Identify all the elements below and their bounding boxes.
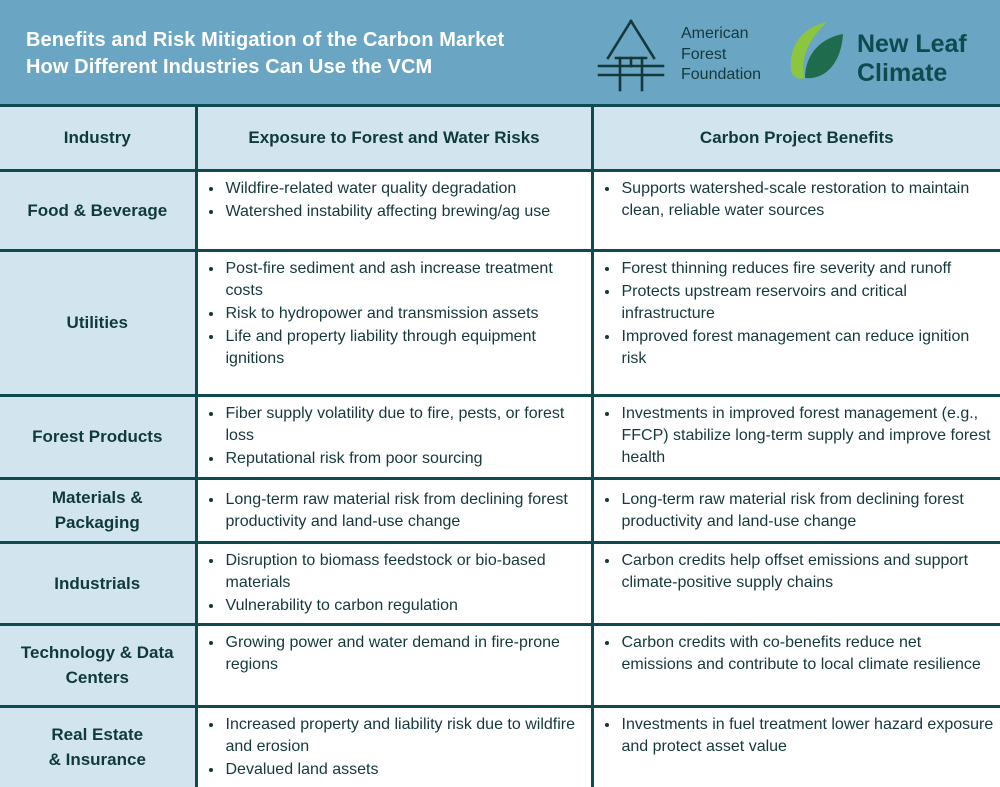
aff-name-line: American — [681, 24, 761, 45]
industry-cell: Forest Products — [0, 395, 196, 478]
industry-label: Technology & Data — [0, 640, 195, 665]
risk-list: Disruption to biomass feedstock or bio-b… — [198, 544, 591, 623]
benefits-cell: Carbon credits help offset emissions and… — [592, 542, 1000, 624]
risk-item: Disruption to biomass feedstock or bio-b… — [224, 549, 585, 594]
risk-list: Post-fire sediment and ash increase trea… — [198, 252, 591, 376]
industry-table: Industry Exposure to Forest and Water Ri… — [0, 107, 1000, 787]
industry-cell: Utilities — [0, 250, 196, 395]
industry-cell: Materials & Packaging — [0, 478, 196, 542]
title-line-1: Benefits and Risk Mitigation of the Carb… — [26, 27, 504, 54]
benefits-cell: Supports watershed-scale restoration to … — [592, 170, 1000, 250]
column-header-risks: Exposure to Forest and Water Risks — [196, 107, 592, 170]
table-row: Technology & Data Centers Growing power … — [0, 624, 1000, 706]
benefit-list: Long-term raw material risk from declini… — [594, 488, 1000, 533]
table-row: Food & Beverage Wildfire-related water q… — [0, 170, 1000, 250]
industry-cell: Real Estate & Insurance — [0, 706, 196, 787]
aff-name-line: Forest — [681, 45, 761, 66]
leaf-name-line: New Leaf — [857, 30, 967, 59]
benefits-cell: Forest thinning reduces fire severity an… — [592, 250, 1000, 395]
aff-tree-icon — [596, 18, 666, 92]
industry-label: Packaging — [0, 510, 195, 535]
benefit-item: Long-term raw material risk from declini… — [620, 488, 995, 533]
industry-label: Real Estate — [0, 722, 195, 747]
risks-cell: Disruption to biomass feedstock or bio-b… — [196, 542, 592, 624]
risk-item: Devalued land assets — [224, 758, 585, 781]
risk-item: Vulnerability to carbon regulation — [224, 594, 585, 617]
risk-list: Fiber supply volatility due to fire, pes… — [198, 397, 591, 476]
industry-label: Forest Products — [0, 424, 195, 449]
risk-item: Long-term raw material risk from declini… — [224, 488, 585, 533]
benefits-cell: Carbon credits with co-benefits reduce n… — [592, 624, 1000, 706]
benefits-cell: Long-term raw material risk from declini… — [592, 478, 1000, 542]
risks-cell: Fiber supply volatility due to fire, pes… — [196, 395, 592, 478]
benefit-list: Carbon credits with co-benefits reduce n… — [594, 626, 1000, 682]
benefit-item: Investments in fuel treatment lower haza… — [620, 713, 995, 758]
industry-label: Centers — [0, 665, 195, 690]
industry-cell: Food & Beverage — [0, 170, 196, 250]
risk-list: Growing power and water demand in fire-p… — [198, 626, 591, 682]
benefit-list: Carbon credits help offset emissions and… — [594, 544, 1000, 600]
risks-cell: Long-term raw material risk from declini… — [196, 478, 592, 542]
risks-cell: Post-fire sediment and ash increase trea… — [196, 250, 592, 395]
risk-item: Increased property and liability risk du… — [224, 713, 585, 758]
risks-cell: Growing power and water demand in fire-p… — [196, 624, 592, 706]
benefit-list: Supports watershed-scale restoration to … — [594, 172, 1000, 228]
benefit-item: Protects upstream reservoirs and critica… — [620, 280, 995, 325]
industry-cell: Industrials — [0, 542, 196, 624]
title-line-2: How Different Industries Can Use the VCM — [26, 54, 504, 81]
leaf-name-line: Climate — [857, 59, 967, 88]
column-header-industry: Industry — [0, 107, 196, 170]
industry-label: Industrials — [0, 571, 195, 596]
benefit-item: Carbon credits help offset emissions and… — [620, 549, 995, 594]
benefit-list: Forest thinning reduces fire severity an… — [594, 252, 1000, 376]
industry-label: & Insurance — [0, 747, 195, 772]
industry-label: Materials & — [0, 485, 195, 510]
risk-item: Fiber supply volatility due to fire, pes… — [224, 402, 585, 447]
table-row: Industrials Disruption to biomass feedst… — [0, 542, 1000, 624]
table-row: Utilities Post-fire sediment and ash inc… — [0, 250, 1000, 395]
header-banner: Benefits and Risk Mitigation of the Carb… — [0, 0, 1000, 107]
page-title: Benefits and Risk Mitigation of the Carb… — [26, 27, 504, 81]
risk-item: Wildfire-related water quality degradati… — [224, 177, 585, 200]
table-row: Materials & Packaging Long-term raw mate… — [0, 478, 1000, 542]
benefit-item: Supports watershed-scale restoration to … — [620, 177, 995, 222]
risks-cell: Increased property and liability risk du… — [196, 706, 592, 787]
benefit-list: Investments in improved forest managemen… — [594, 397, 1000, 475]
benefit-item: Improved forest management can reduce ig… — [620, 325, 995, 370]
benefits-cell: Investments in improved forest managemen… — [592, 395, 1000, 478]
risk-item: Reputational risk from poor sourcing — [224, 447, 585, 470]
risk-item: Life and property liability through equi… — [224, 325, 585, 370]
benefit-item: Forest thinning reduces fire severity an… — [620, 257, 995, 280]
risk-item: Post-fire sediment and ash increase trea… — [224, 257, 585, 302]
risk-item: Growing power and water demand in fire-p… — [224, 631, 585, 676]
benefit-item: Carbon credits with co-benefits reduce n… — [620, 631, 995, 676]
industry-label: Food & Beverage — [0, 198, 195, 223]
table-row: Forest Products Fiber supply volatility … — [0, 395, 1000, 478]
industry-label: Utilities — [0, 310, 195, 335]
risks-cell: Wildfire-related water quality degradati… — [196, 170, 592, 250]
column-header-benefits: Carbon Project Benefits — [592, 107, 1000, 170]
table-header-row: Industry Exposure to Forest and Water Ri… — [0, 107, 1000, 170]
risk-item: Risk to hydropower and transmission asse… — [224, 302, 585, 325]
leaf-icon — [787, 20, 845, 82]
risk-item: Watershed instability affecting brewing/… — [224, 200, 585, 223]
table-row: Real Estate & Insurance Increased proper… — [0, 706, 1000, 787]
benefits-cell: Investments in fuel treatment lower haza… — [592, 706, 1000, 787]
benefit-item: Investments in improved forest managemen… — [620, 402, 995, 469]
aff-logo-text: American Forest Foundation — [681, 24, 761, 86]
aff-name-line: Foundation — [681, 65, 761, 86]
risk-list: Long-term raw material risk from declini… — [198, 488, 591, 533]
new-leaf-logo-text: New Leaf Climate — [857, 30, 967, 88]
benefit-list: Investments in fuel treatment lower haza… — [594, 708, 1000, 764]
industry-cell: Technology & Data Centers — [0, 624, 196, 706]
risk-list: Wildfire-related water quality degradati… — [198, 172, 591, 229]
risk-list: Increased property and liability risk du… — [198, 708, 591, 787]
